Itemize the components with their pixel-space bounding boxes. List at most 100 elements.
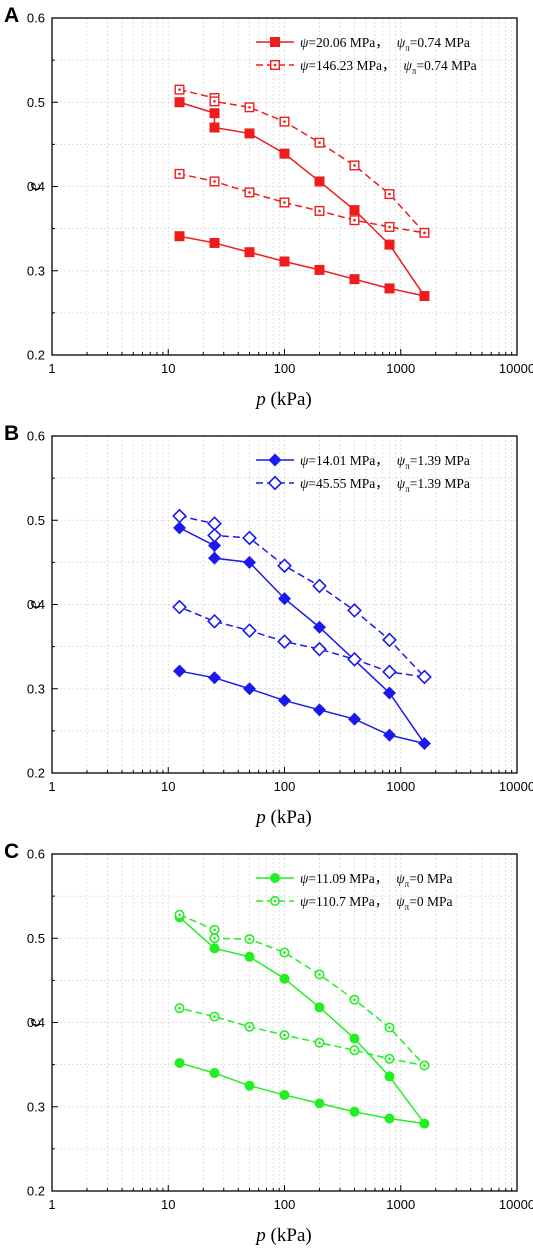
legend-marker [267, 475, 283, 491]
marker-dot [353, 164, 356, 167]
marker-shape [417, 737, 431, 751]
marker-shape [208, 551, 222, 565]
marker-shape [243, 682, 257, 696]
legend-value: =110.7 MPa， [308, 894, 388, 909]
chart-panel-c: 1 10 100 1000 10000 0.2 0.3 0.4 0.5 0.6 Ce p (kPa) ψ… [4, 840, 533, 1246]
legend-psi-pi: ψ [404, 58, 413, 73]
x-axis-title: p (kPa) [254, 389, 311, 410]
marker-shape [349, 1033, 360, 1044]
legend-entry-2: ψ=146.23 MPa， ψπ=0.74 MPa [256, 58, 477, 76]
data-point [384, 1053, 395, 1064]
x-tick-label: 100 [274, 779, 296, 794]
marker-dot [213, 100, 216, 103]
marker-shape [278, 592, 291, 606]
data-point [314, 264, 325, 275]
marker-shape [312, 641, 327, 657]
marker-dot [248, 937, 251, 941]
data-point [419, 1060, 430, 1071]
data-point [314, 1037, 325, 1048]
data-point [419, 1118, 430, 1129]
series-line [179, 101, 427, 298]
data-point [174, 231, 185, 242]
legend-entry-2: ψ=45.55 MPa， ψπ=1.39 MPa [256, 475, 470, 494]
data-point [209, 1011, 220, 1022]
y-tick-label: 0.5 [27, 95, 45, 110]
marker-dot [283, 120, 286, 123]
series-2 [174, 909, 430, 1071]
marker-shape [244, 1080, 255, 1091]
legend-label: ψ=45.55 MPa， ψπ=1.39 MPa [300, 476, 470, 494]
data-point [244, 1021, 255, 1032]
chart-panel-a: 1 10 100 1000 10000 0.2 0.3 0.4 0.5 0.6 Ae p (kPa) ψ… [4, 4, 533, 410]
x-axis-title: p (kPa) [254, 1225, 311, 1246]
data-point [244, 1080, 255, 1091]
marker-shape [279, 256, 290, 267]
y-tick-label: 0.4 [27, 179, 45, 194]
legend-psi-pi: ψ [396, 871, 405, 886]
marker-dot [213, 180, 216, 183]
data-point [209, 943, 220, 954]
data-point [417, 669, 432, 685]
legend-psi-pi: ψ [397, 453, 406, 468]
legend-value: =146.23 MPa， [308, 58, 395, 73]
data-point [244, 934, 255, 945]
legend-entry-1: ψ=14.01 MPa， ψπ=1.39 MPa [256, 453, 470, 471]
data-point [349, 215, 360, 226]
marker-dot [213, 1015, 216, 1018]
y-tick-label: 0.4 [27, 1015, 45, 1030]
y-tick-label: 0.2 [27, 1184, 45, 1199]
marker-dot [248, 191, 251, 194]
marker-dot [388, 1026, 391, 1029]
legend-psi-pi: ψ [397, 35, 406, 50]
y-tick-label: 0.4 [27, 597, 45, 612]
marker-shape [243, 555, 257, 569]
marker-dot [388, 1057, 391, 1061]
series-2 [172, 508, 432, 685]
data-point [312, 578, 327, 594]
y-axis-title: e [24, 182, 45, 190]
x-tick-label: 10 [161, 361, 175, 376]
legend-psi-pi: ψ [396, 894, 405, 909]
legend-value-pi: =0 MPa [409, 871, 452, 886]
marker-dot [178, 88, 181, 91]
marker-shape [382, 664, 397, 680]
x-axis-unit: (kPa) [266, 389, 312, 410]
legend-subscript: π [405, 43, 410, 53]
legend-psi: ψ [300, 453, 309, 468]
marker-dot [213, 936, 216, 940]
series-line [179, 527, 427, 745]
marker-shape [244, 247, 255, 258]
marker-shape [267, 475, 283, 491]
marker-dot [318, 973, 321, 976]
data-point [209, 122, 220, 133]
data-point [173, 521, 187, 535]
data-point [209, 237, 220, 248]
data-point [382, 632, 397, 648]
data-point [172, 599, 187, 615]
data-point [384, 1113, 395, 1124]
marker-dot [178, 913, 181, 916]
y-tick-label: 0.3 [27, 1099, 45, 1114]
marker-shape [270, 37, 280, 47]
x-tick-label: 1 [48, 361, 55, 376]
marker-dot [178, 172, 181, 176]
legend-label: ψ=110.7 MPa， ψπ=0 MPa [300, 894, 452, 912]
legend-marker [269, 895, 280, 906]
marker-dot [318, 209, 321, 213]
series-2 [174, 84, 430, 238]
data-point [279, 256, 290, 267]
data-point [174, 84, 185, 95]
legend-psi: ψ [300, 58, 309, 73]
data-point [279, 1030, 290, 1041]
marker-shape [209, 1068, 220, 1079]
y-tick-label: 0.2 [27, 348, 45, 363]
legend-psi: ψ [300, 894, 309, 909]
marker-shape [384, 283, 395, 294]
marker-dot [353, 1049, 356, 1052]
data-point [208, 539, 222, 553]
data-point [209, 108, 220, 119]
series-1 [173, 521, 431, 751]
marker-shape [207, 613, 222, 629]
data-point [314, 176, 325, 187]
y-tick-label: 0.3 [27, 681, 45, 696]
